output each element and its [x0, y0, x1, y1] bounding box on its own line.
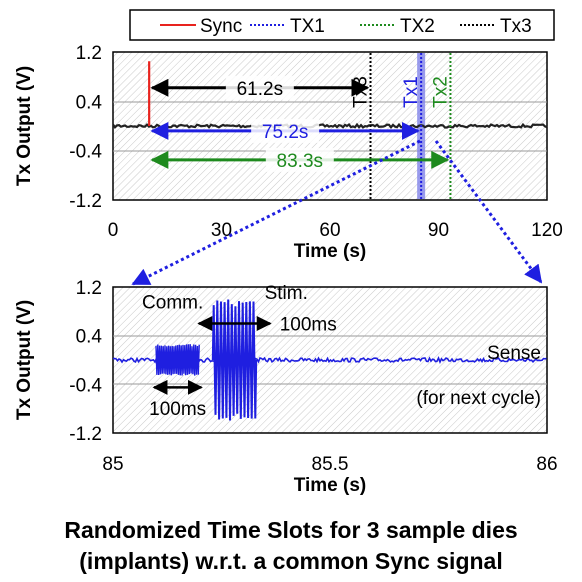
- interval-label-1: 75.2s: [262, 122, 308, 143]
- bottom-x-tick: 85: [102, 454, 123, 475]
- legend-label-sync: Sync: [200, 16, 242, 37]
- interval-label-0: 61.2s: [237, 79, 283, 100]
- caption-line-1: Randomized Time Slots for 3 sample dies: [64, 517, 518, 543]
- interval-label-2: 83.3s: [277, 151, 323, 172]
- interval-label-bg-0: [225, 75, 294, 100]
- figure-caption: Randomized Time Slots for 3 sample dies …: [0, 515, 582, 577]
- top-x-axis-label: Time (s): [294, 241, 367, 262]
- sense-label: Sense: [487, 343, 541, 364]
- bottom-chart: Comm. 100ms Stim. 100ms Sense (for next cycle…: [14, 278, 558, 496]
- bottom-x-tick: 85.5: [312, 454, 349, 475]
- top-y-tick: -1.2: [69, 191, 102, 212]
- top-chart: Tx3 Tx1 Tx2 61.2s 75.2s 83.3s 1.2 0.4 -0.4 -1.2 0 3…: [14, 43, 563, 262]
- zoom-connectors: [131, 139, 543, 286]
- caption-line-2: (implants) w.r.t. a common Sync signal: [79, 548, 503, 574]
- event-label-tx2: Tx2: [430, 76, 451, 108]
- top-y-tick: 1.2: [76, 43, 102, 64]
- bottom-y-axis-label: Tx Output (V): [14, 300, 35, 420]
- bottom-x-tick: 86: [536, 454, 557, 475]
- bottom-y-tick: -1.2: [69, 424, 102, 445]
- top-x-tick: 30: [211, 220, 232, 241]
- comm-duration: 100ms: [149, 399, 206, 420]
- top-x-tick: 0: [108, 220, 119, 241]
- figure: Sync TX1 TX2 Tx3 Tx3 Tx1 Tx2 61.2s 75.2s 83.3s 1.…: [14, 9, 563, 496]
- event-label-tx1: Tx1: [401, 76, 422, 108]
- bottom-x-axis-label: Time (s): [294, 475, 367, 496]
- event-label-tx3: Tx3: [351, 76, 372, 108]
- zoom-connector-right: [434, 140, 543, 284]
- comm-label: Comm.: [142, 292, 203, 313]
- legend: Sync TX1 TX2 Tx3: [129, 9, 555, 41]
- top-y-tick: -0.4: [69, 142, 102, 163]
- legend-label-tx2: TX2: [400, 16, 435, 37]
- top-y-tick: 0.4: [76, 92, 103, 113]
- stim-label: Stim.: [265, 283, 308, 304]
- top-x-tick: 90: [428, 220, 449, 241]
- top-x-tick: 60: [319, 220, 340, 241]
- bottom-y-tick: 0.4: [76, 327, 103, 348]
- stim-duration: 100ms: [280, 315, 337, 336]
- top-y-axis-label: Tx Output (V): [14, 66, 35, 186]
- comm-burst: [155, 344, 200, 376]
- interval-label-bg-2: [265, 147, 334, 172]
- legend-label-tx1: TX1: [290, 16, 325, 37]
- bottom-y-tick: -0.4: [69, 375, 102, 396]
- sense-sublabel: (for next cycle): [416, 388, 541, 409]
- top-x-tick: 120: [531, 220, 563, 241]
- legend-label-tx3: Tx3: [500, 16, 532, 37]
- interval-label-bg-1: [251, 118, 320, 143]
- bottom-y-tick: 1.2: [76, 278, 102, 299]
